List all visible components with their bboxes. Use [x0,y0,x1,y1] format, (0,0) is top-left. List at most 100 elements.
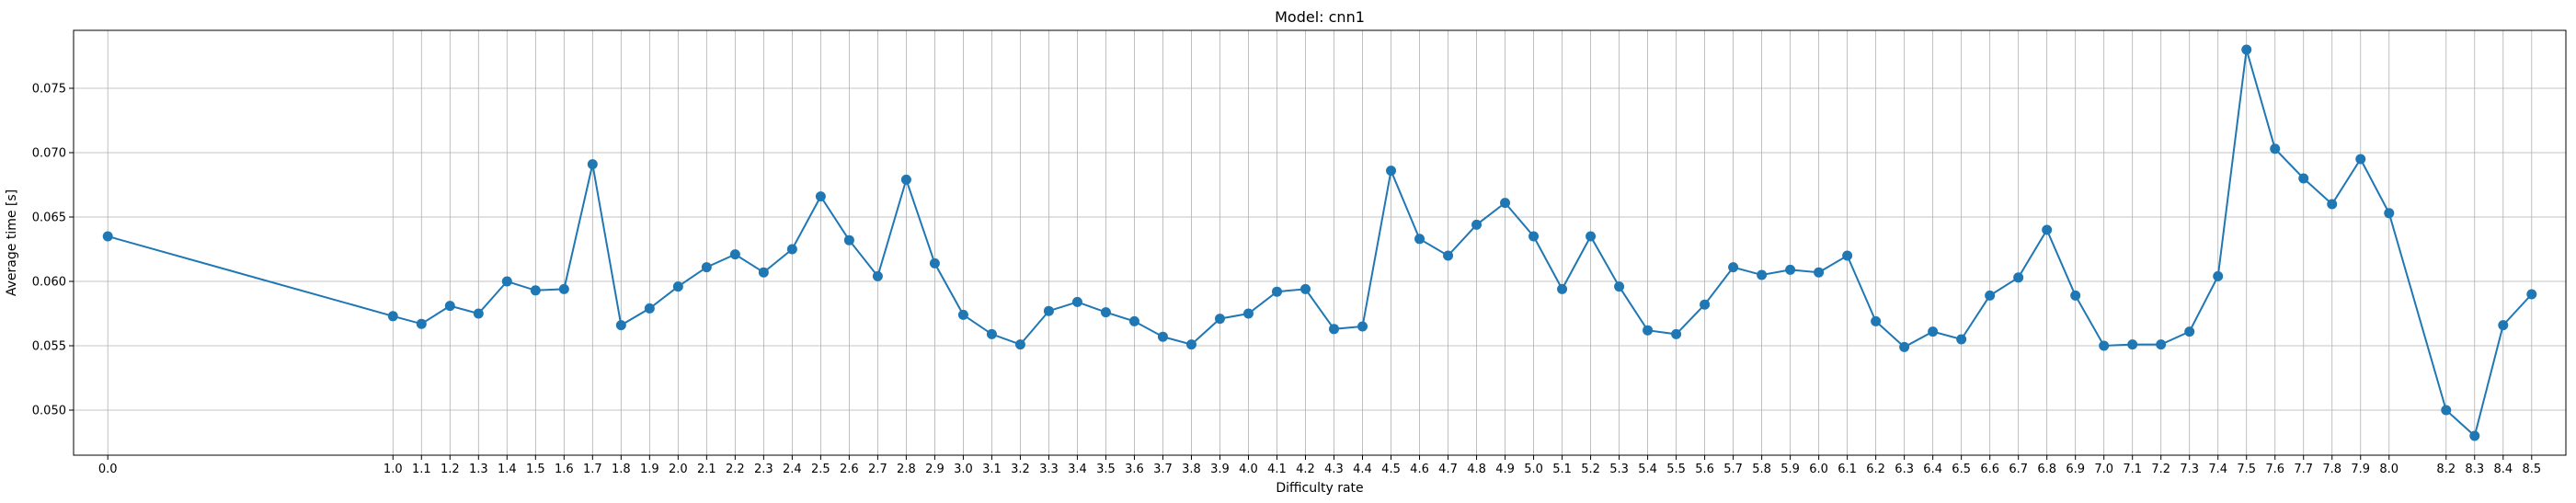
data-point [1785,264,1796,275]
data-point [1299,283,1311,294]
data-point [2156,339,2167,350]
data-point [1043,305,1054,316]
x-tick-label: 2.4 [783,463,802,476]
data-point [672,281,683,292]
x-tick-label: 7.6 [2265,463,2284,476]
data-point [473,308,484,319]
data-point [615,320,626,331]
x-tick-label: 6.9 [2066,463,2085,476]
data-point [2384,208,2395,219]
x-tick-label: 1.4 [498,463,517,476]
data-point [387,311,398,322]
data-point [102,231,113,242]
data-point [1586,231,1597,242]
data-point [1443,250,1454,261]
x-tick-label: 2.5 [811,463,830,476]
data-point [2327,199,2338,210]
data-point [1928,326,1939,337]
data-point [1414,234,1425,245]
data-point [2099,340,2110,351]
y-tick-label: 0.060 [32,276,66,290]
x-tick-label: 3.5 [1096,463,1116,476]
data-point [1071,296,1082,307]
y-tick-label: 0.070 [32,147,66,161]
x-tick-label: 7.9 [2351,463,2370,476]
data-point [1557,283,1568,294]
data-point [2270,143,2281,154]
x-tick-label: 6.6 [1980,463,1999,476]
x-tick-label: 1.9 [640,463,659,476]
x-tick-label: 8.0 [2379,463,2399,476]
x-tick-label: 4.4 [1353,463,1372,476]
x-tick-label: 4.2 [1296,463,1315,476]
data-point [729,249,740,260]
x-tick-label: 7.2 [2151,463,2170,476]
x-tick-label: 6.3 [1895,463,1914,476]
data-point [2213,270,2224,281]
y-axis-title: Average time [s] [5,189,19,296]
series-line [107,49,2533,438]
data-point [2127,339,2138,350]
x-tick-label: 3.6 [1125,463,1144,476]
data-point [2241,44,2252,55]
x-tick-label: 1.6 [555,463,574,476]
data-point [1871,315,1882,326]
data-points [102,44,2537,441]
x-tick-label: 4.9 [1495,463,1515,476]
data-point [2469,430,2480,441]
x-tick-label: 3.4 [1068,463,1087,476]
y-tick-label: 0.075 [32,83,66,97]
data-point [1842,250,1853,261]
x-tick-label: 6.1 [1838,463,1857,476]
data-point [1956,334,1967,345]
x-tick-label: 4.8 [1467,463,1486,476]
grid-lines [74,30,2566,455]
x-tick-label: 6.4 [1923,463,1942,476]
data-point [701,262,712,273]
data-point [1271,286,1282,297]
x-tick-label: 7.3 [2180,463,2199,476]
data-point [2441,405,2452,416]
x-tick-label: 4.7 [1438,463,1458,476]
data-point [1014,339,1025,350]
data-point [872,270,883,281]
x-tick-label: 1.5 [526,463,545,476]
x-tick-label: 3.0 [954,463,973,476]
x-tick-label: 2.1 [697,463,716,476]
x-tick-label: 2.3 [754,463,773,476]
y-tick-label: 0.055 [32,340,66,354]
data-point [1757,269,1768,280]
x-tick-label: 2.9 [925,463,945,476]
data-point [587,159,598,170]
data-point [1242,308,1254,319]
x-tick-label: 7.5 [2237,463,2256,476]
x-axis-ticks: 0.0 1.0 1.1 1.2 1.3 1.4 1.5 1.6 1.7 1.8 1.9 2.0 2.1 2… [98,455,2541,476]
x-tick-label: 5.1 [1552,463,1572,476]
x-tick-label: 7.1 [2123,463,2142,476]
data-point [786,244,797,255]
data-point [1500,198,1511,209]
data-point [1128,315,1139,326]
x-tick-label: 3.9 [1210,463,1230,476]
data-point [558,283,569,294]
data-point [843,234,854,246]
data-point [1643,325,1654,336]
data-point [758,267,769,278]
x-tick-label: 8.5 [2522,463,2541,476]
data-point [1899,341,1910,352]
data-point [1985,290,1996,301]
data-point [1528,231,1540,242]
y-axis-ticks: 0.050 0.055 0.060 0.065 0.070 0.075 [32,83,74,418]
x-tick-label: 3.1 [982,463,1002,476]
x-tick-label: 5.5 [1666,463,1686,476]
data-point [900,174,911,185]
x-tick-label: 3.7 [1153,463,1173,476]
data-point [1386,166,1397,177]
x-tick-label: 0.0 [98,463,118,476]
x-tick-label: 1.0 [384,463,403,476]
data-point [2013,272,2024,283]
data-point [2355,154,2366,165]
plot-area [102,44,2537,441]
x-tick-label: 1.8 [612,463,631,476]
x-tick-label: 6.2 [1866,463,1885,476]
